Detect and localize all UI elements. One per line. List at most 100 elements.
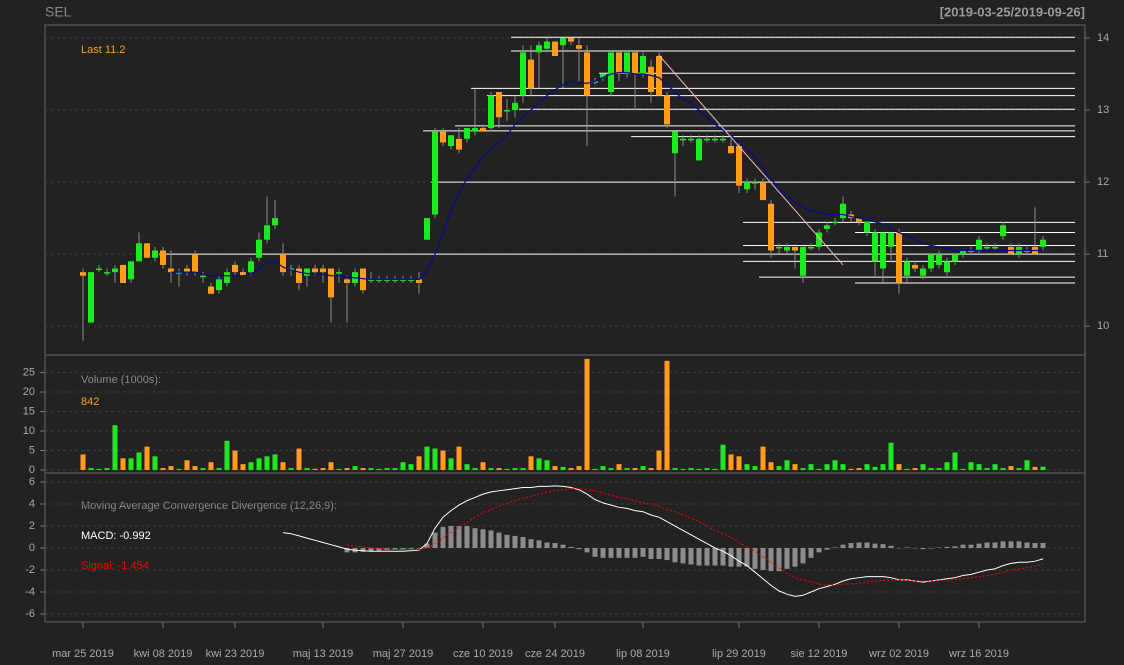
candle-body [768,203,774,251]
candle-body [480,128,486,132]
y-tick-label: 15 [23,405,35,417]
volume-bar [576,466,582,470]
candle-body [256,239,262,258]
volume-bar [216,468,222,470]
candle-body [88,272,94,323]
x-tick-label: maj 27 2019 [373,648,434,660]
volume-bar [336,468,342,470]
candle-body [760,182,766,201]
histogram-bar [912,547,918,549]
volume-bar [360,468,366,470]
candle-body [712,138,718,141]
x-tick-label: maj 13 2019 [293,648,354,660]
volume-bar [864,464,870,470]
candle-body [720,138,726,141]
candle-body [376,279,382,281]
volume-bar [256,458,262,470]
candle-body [360,268,366,291]
candle-body [736,146,742,186]
candle-body [928,254,934,269]
candle-body [912,264,918,269]
candle-body [176,272,182,274]
histogram-bar [528,539,534,548]
x-tick-label: wrz 02 2019 [868,648,929,660]
histogram-bar [616,547,622,558]
candle-body [792,246,798,251]
histogram-bar [472,528,478,548]
candle-body [640,55,646,74]
volume-bar [752,466,758,470]
x-tick-label: lip 08 2019 [616,648,670,660]
candle-body [200,275,206,278]
volume-bar [776,466,782,470]
y-tick-label: -6 [25,608,35,620]
volume-bar [696,468,702,470]
y-tick-label: 4 [29,498,35,510]
histogram-bar [952,546,958,548]
volume-bar [448,458,454,470]
candle-body [528,59,534,89]
volume-bar [824,464,830,470]
histogram-bar [688,547,694,565]
y-tick-label: 6 [29,476,35,488]
candle-body [488,95,494,129]
histogram-bar [488,530,494,548]
candle-body [408,279,414,281]
x-tick-label: wrz 16 2019 [948,648,1009,660]
candle-body [920,268,926,276]
volume-bar [584,358,590,470]
histogram-bar [720,547,726,566]
volume-bar [408,464,414,470]
volume-bar [856,468,862,470]
histogram-bar [696,547,702,566]
candle-body [504,110,510,112]
y-tick-label: 10 [1097,320,1109,332]
volume-bar [784,460,790,470]
volume-bar [904,468,910,470]
candle-body [144,243,150,258]
volume-bar [520,468,526,470]
candle-body [800,246,806,276]
volume-last: 842 [81,396,99,408]
histogram-bar [504,534,510,548]
histogram-bar [464,526,470,548]
candle-body [696,138,702,161]
volume-bar [192,466,198,470]
candle-body [728,146,734,154]
histogram-bar [808,547,814,558]
candle-body [584,52,590,96]
candle-body [328,268,334,298]
volume-bar [344,468,350,470]
volume-bar [600,466,606,470]
last-price: Last 11.2 [81,44,125,56]
histogram-bar [552,543,558,548]
volume-bar [920,464,926,470]
histogram-bar [840,544,846,548]
candle-body [672,131,678,154]
histogram-bar [456,526,462,548]
volume-bar [160,468,166,470]
candle-body [1024,250,1030,253]
volume-bar [392,468,398,470]
volume-bar [328,462,334,470]
candle-body [216,279,222,291]
candle-body [304,268,310,276]
candle-body [560,37,566,46]
candle-body [160,250,166,265]
volume-bar [512,468,518,470]
volume-bar [376,468,382,470]
candle-body [1040,239,1046,247]
volume-bar [312,468,318,470]
histogram-bar [408,547,414,550]
candle-body [312,268,318,273]
volume-bar [984,468,990,470]
candle-body [896,232,902,283]
candle-body [648,66,654,93]
legend-entry: MACD: -0.992 [81,530,151,542]
volume-bar [928,468,934,470]
histogram-bar [904,547,910,548]
macd-title: Moving Average Convergence Divergence (1… [81,500,337,512]
x-tick-label: cze 10 2019 [453,648,513,660]
volume-bar [112,425,118,470]
volume-bar [960,468,966,470]
